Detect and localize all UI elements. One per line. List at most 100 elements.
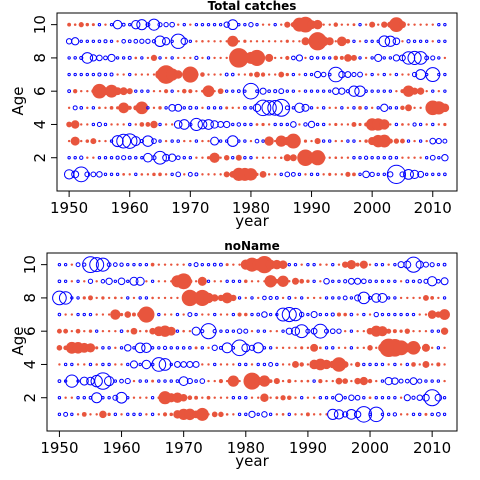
bubble-negative <box>243 39 247 43</box>
bubble-positive <box>345 89 351 94</box>
bubble-negative <box>232 363 235 366</box>
bubble-positive <box>131 19 141 30</box>
bubble-negative <box>406 296 409 300</box>
bubble-positive <box>255 89 259 94</box>
bubble-positive <box>103 72 108 77</box>
bubble-positive <box>436 278 441 284</box>
bubble-positive <box>141 342 152 354</box>
bubble-positive <box>200 323 217 340</box>
bubble-positive <box>405 256 422 273</box>
bubble-positive <box>91 72 96 77</box>
bubble-layer <box>63 16 450 184</box>
bubble-positive <box>338 70 346 79</box>
bubble-positive <box>243 156 247 160</box>
bubble-positive <box>331 346 335 350</box>
bubble-positive <box>323 278 330 285</box>
bubble-positive <box>94 372 112 390</box>
bubble-negative <box>114 363 117 366</box>
bubble-positive <box>150 412 155 417</box>
bubble-positive <box>262 295 267 301</box>
bubble-negative <box>356 329 359 333</box>
bubble-positive <box>144 379 149 383</box>
bubble-negative <box>364 23 368 26</box>
bubble-negative <box>275 413 279 416</box>
bubble-negative <box>81 411 87 417</box>
bubble-negative <box>201 313 204 316</box>
bubble-negative <box>207 139 210 143</box>
bubble-positive <box>206 262 211 267</box>
bubble-positive <box>109 139 114 143</box>
bubble-negative <box>219 73 222 76</box>
bubble-negative <box>285 55 290 60</box>
bubble-negative <box>402 85 415 97</box>
bubble-positive <box>398 378 404 384</box>
bubble-positive <box>63 411 69 417</box>
bubble-negative <box>267 156 271 159</box>
bubble-negative <box>343 329 347 333</box>
bubble-negative <box>386 328 392 334</box>
bubble-positive <box>417 378 423 384</box>
bubble-positive <box>73 72 77 77</box>
bubble-positive <box>176 139 180 143</box>
bubble-negative <box>182 88 187 94</box>
bubble-negative <box>346 23 350 26</box>
bubble-negative <box>431 23 434 26</box>
bubble-positive <box>126 412 130 417</box>
bubble-negative <box>377 326 388 337</box>
bubble-positive <box>387 171 394 178</box>
bubble-negative <box>145 396 148 399</box>
bubble-negative <box>66 121 73 128</box>
bubble-positive <box>236 122 242 127</box>
bubble-negative <box>443 56 447 60</box>
bubble-positive <box>231 396 236 400</box>
bubble-positive <box>422 393 430 402</box>
bubble-negative <box>238 379 241 383</box>
bubble-positive <box>71 37 80 46</box>
bubble-positive <box>256 312 261 317</box>
bubble-negative <box>334 139 337 143</box>
bubble-positive <box>101 362 105 367</box>
bubble-positive <box>249 122 253 127</box>
bubble-positive <box>430 55 436 61</box>
bubble-positive <box>374 262 378 267</box>
bubble-positive <box>262 346 267 350</box>
bubble-negative <box>219 363 223 366</box>
bubble-negative <box>306 346 310 350</box>
bubble-positive <box>273 122 277 127</box>
bubble-negative <box>375 346 378 350</box>
bubble-negative <box>259 170 267 178</box>
bubble-positive <box>73 56 77 60</box>
bubble-negative <box>356 346 359 350</box>
bubble-positive <box>111 135 124 148</box>
bubble-negative <box>138 329 142 333</box>
x-tick-label: 1990 <box>289 439 327 457</box>
bubble-layer <box>52 255 450 423</box>
bubble-negative <box>194 280 198 283</box>
bubble-positive <box>382 72 386 77</box>
bubble-negative <box>201 56 204 60</box>
bubble-negative <box>287 395 292 400</box>
bubble-positive <box>393 279 397 283</box>
bubble-positive <box>197 119 208 130</box>
bubble-negative <box>288 346 291 350</box>
bubble-positive <box>180 361 187 368</box>
bubble-negative <box>443 379 446 383</box>
bubble-positive <box>103 122 108 127</box>
bubble-positive <box>210 136 220 146</box>
bubble-negative <box>113 87 122 96</box>
bubble-positive <box>342 411 349 418</box>
y-tick-label: 2 <box>31 153 49 163</box>
bubble-positive <box>212 106 217 110</box>
bubble-positive <box>424 172 429 177</box>
bubble-positive <box>294 324 309 339</box>
bubble-positive <box>411 312 416 317</box>
bubble-positive <box>103 375 115 387</box>
bubble-negative <box>184 408 196 421</box>
bubble-negative <box>201 363 204 366</box>
bubble-positive <box>332 87 340 95</box>
bubble-negative <box>132 296 136 300</box>
bubble-negative <box>425 89 428 93</box>
bubble-positive <box>109 22 114 27</box>
bubble-positive <box>437 156 441 160</box>
bubble-negative <box>213 280 216 283</box>
